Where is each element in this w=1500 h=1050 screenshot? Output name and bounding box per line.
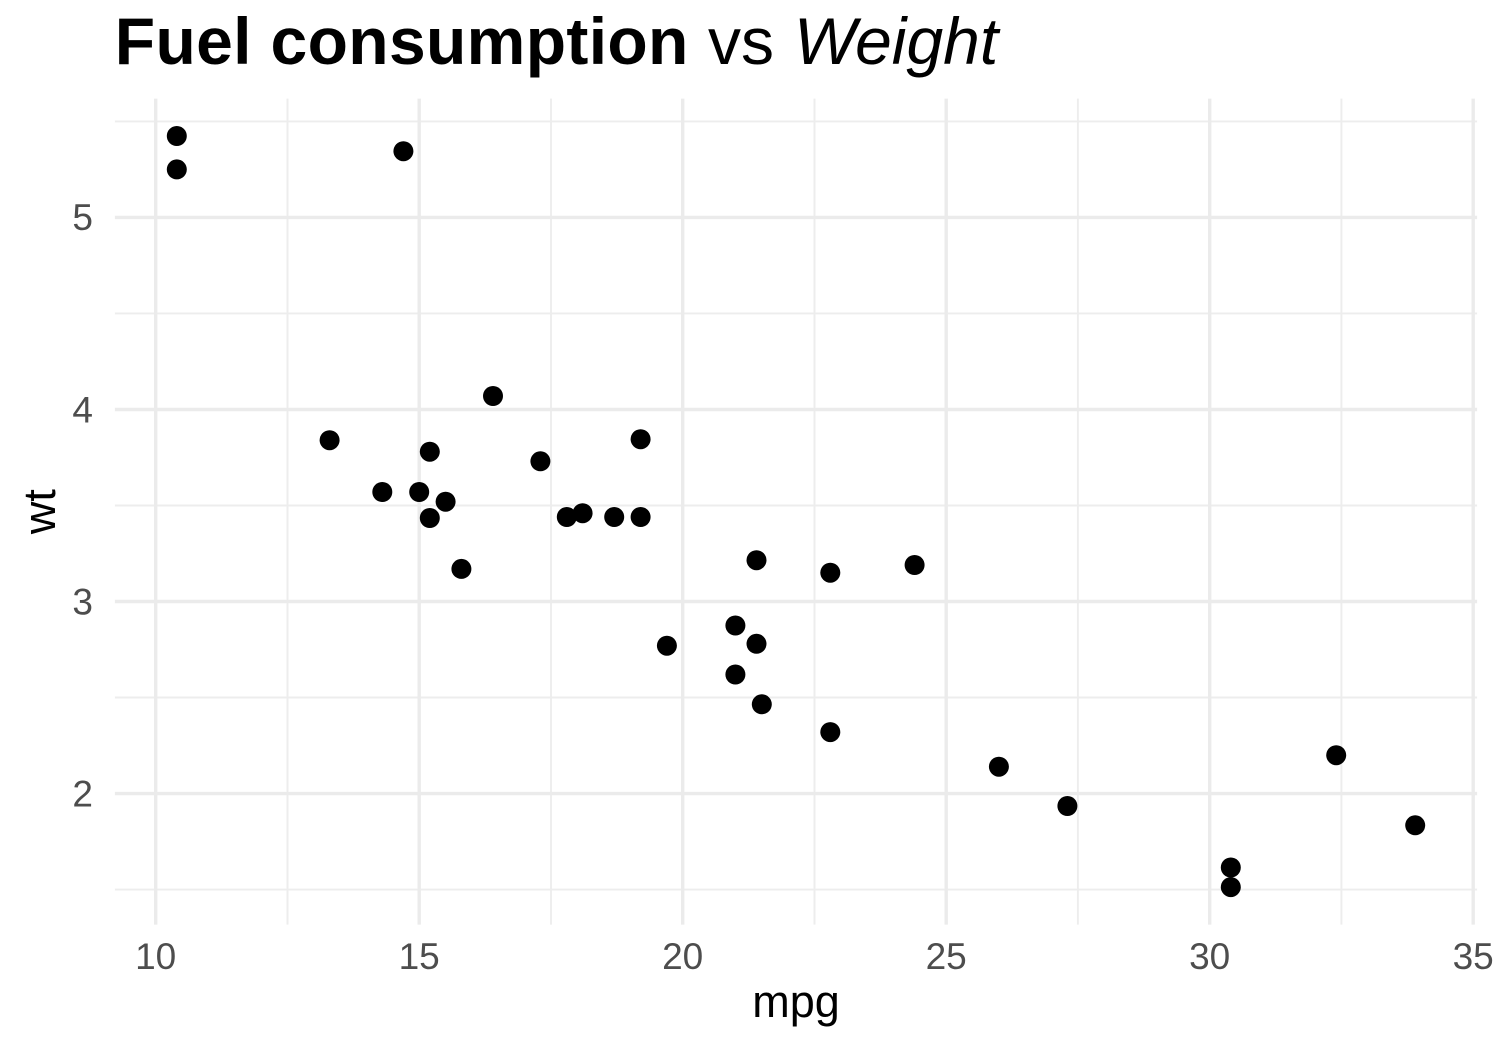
svg-text:20: 20 — [662, 936, 703, 977]
svg-text:wt: wt — [14, 489, 65, 535]
svg-text:Weight: Weight — [794, 4, 1001, 78]
svg-text:2: 2 — [72, 773, 93, 814]
svg-text:10: 10 — [135, 936, 176, 977]
svg-text:5: 5 — [72, 197, 93, 238]
svg-text:3: 3 — [72, 581, 93, 622]
svg-text:25: 25 — [926, 936, 967, 977]
svg-text:35: 35 — [1453, 936, 1494, 977]
svg-text:Fuel consumption: Fuel consumption — [115, 4, 689, 78]
svg-text:4: 4 — [72, 389, 93, 430]
svg-text:30: 30 — [1189, 936, 1230, 977]
svg-text:15: 15 — [399, 936, 440, 977]
svg-text:vs: vs — [708, 4, 774, 78]
svg-text:mpg: mpg — [752, 976, 840, 1027]
